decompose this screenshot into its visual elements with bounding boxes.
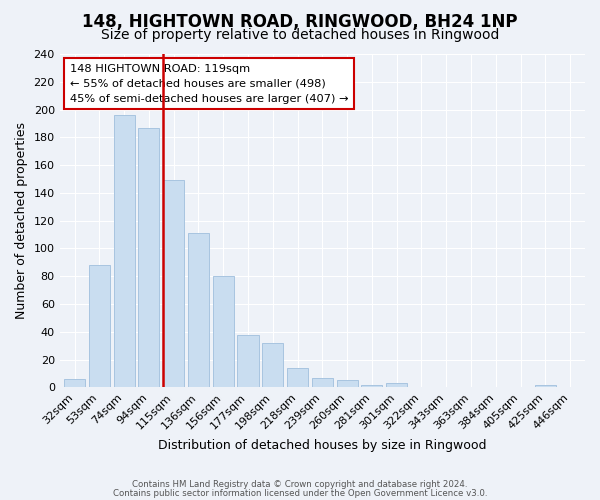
Bar [212,276,234,388]
Bar [163,180,184,388]
Bar [89,265,110,388]
Text: Contains HM Land Registry data © Crown copyright and database right 2024.: Contains HM Land Registry data © Crown c… [132,480,468,489]
Y-axis label: Number of detached properties: Number of detached properties [15,122,28,319]
Bar [238,334,259,388]
Text: Size of property relative to detached houses in Ringwood: Size of property relative to detached ho… [101,28,499,42]
Text: 148, HIGHTOWN ROAD, RINGWOOD, BH24 1NP: 148, HIGHTOWN ROAD, RINGWOOD, BH24 1NP [82,12,518,30]
Bar [287,368,308,388]
Bar [113,115,134,388]
Bar [361,384,382,388]
Bar [139,128,160,388]
Bar [337,380,358,388]
Bar [535,384,556,388]
Bar [262,343,283,388]
Bar [386,383,407,388]
X-axis label: Distribution of detached houses by size in Ringwood: Distribution of detached houses by size … [158,440,487,452]
Bar [188,233,209,388]
Text: Contains public sector information licensed under the Open Government Licence v3: Contains public sector information licen… [113,488,487,498]
Text: 148 HIGHTOWN ROAD: 119sqm
← 55% of detached houses are smaller (498)
45% of semi: 148 HIGHTOWN ROAD: 119sqm ← 55% of detac… [70,64,349,104]
Bar [312,378,333,388]
Bar [64,379,85,388]
